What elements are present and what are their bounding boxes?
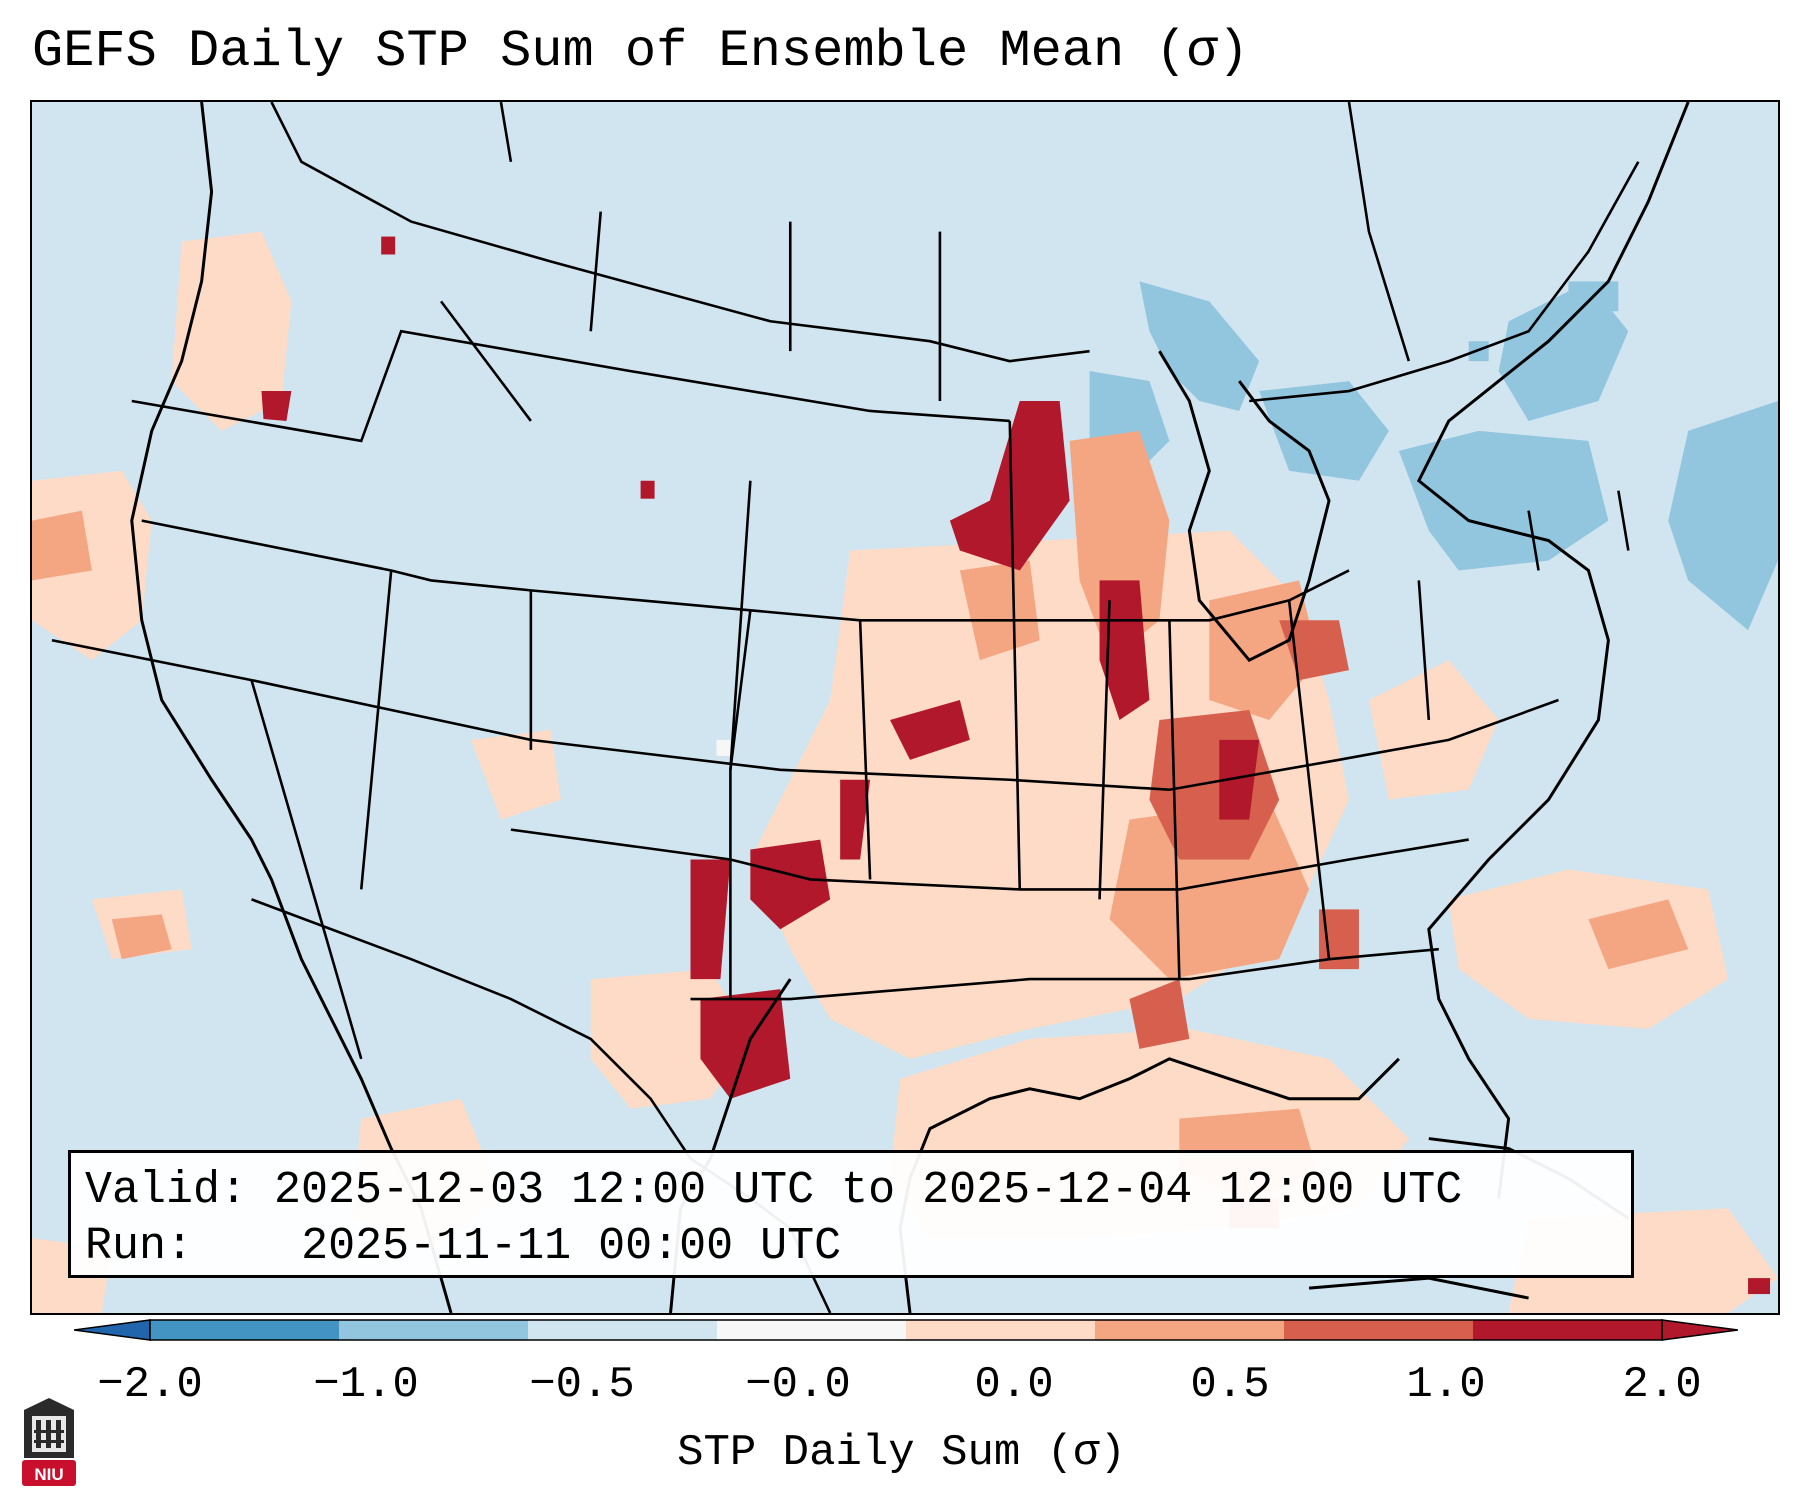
run-time: 2025-11-11 00:00 UTC xyxy=(301,1221,842,1272)
colorbar-tick-label: −0.0 xyxy=(745,1360,851,1410)
run-label: Run: xyxy=(85,1221,194,1272)
state-borders xyxy=(51,211,1630,1060)
map-title: GEFS Daily STP Sum of Ensemble Mean (σ) xyxy=(32,22,1249,81)
colorbar-tick-label: 1.0 xyxy=(1406,1360,1486,1410)
colorbar-bin xyxy=(528,1320,717,1340)
colorbar-tick-label: −1.0 xyxy=(313,1360,419,1410)
colorbar xyxy=(74,1319,1738,1341)
colorbar-under-triangle xyxy=(74,1319,151,1341)
map-panel xyxy=(30,100,1780,1315)
niu-logo: NIU xyxy=(22,1398,76,1486)
svg-text:NIU: NIU xyxy=(34,1465,63,1484)
colorbar-bin xyxy=(150,1320,339,1340)
positive-mid-areas xyxy=(32,430,1689,1199)
neutral-cell xyxy=(716,739,731,756)
positive-max-areas xyxy=(261,236,1771,1295)
colorbar-tick-label: −2.0 xyxy=(97,1360,203,1410)
colorbar-tick-label: 0.5 xyxy=(1190,1360,1270,1410)
valid-label: Valid: xyxy=(85,1165,248,1216)
colorbar-tick-label: −0.5 xyxy=(529,1360,635,1410)
colorbar-bin xyxy=(717,1320,906,1340)
colorbar-label: STP Daily Sum (σ) xyxy=(677,1428,1126,1478)
colorbar-bin xyxy=(1095,1320,1284,1340)
valid-run-info-box: Valid: 2025-12-03 12:00 UTC to 2025-12-0… xyxy=(68,1150,1634,1278)
colorbar-bin xyxy=(339,1320,528,1340)
conus-map xyxy=(32,102,1778,1313)
colorbar-bin xyxy=(1284,1320,1473,1340)
colorbar-bin xyxy=(906,1320,1095,1340)
colorbar-bin xyxy=(1473,1320,1662,1340)
valid-time-range: 2025-12-03 12:00 UTC to 2025-12-04 12:00… xyxy=(274,1165,1463,1216)
colorbar-tick-label: 0.0 xyxy=(974,1360,1054,1410)
colorbar-tick-label: 2.0 xyxy=(1622,1360,1702,1410)
colorbar-over-triangle xyxy=(1661,1319,1738,1341)
